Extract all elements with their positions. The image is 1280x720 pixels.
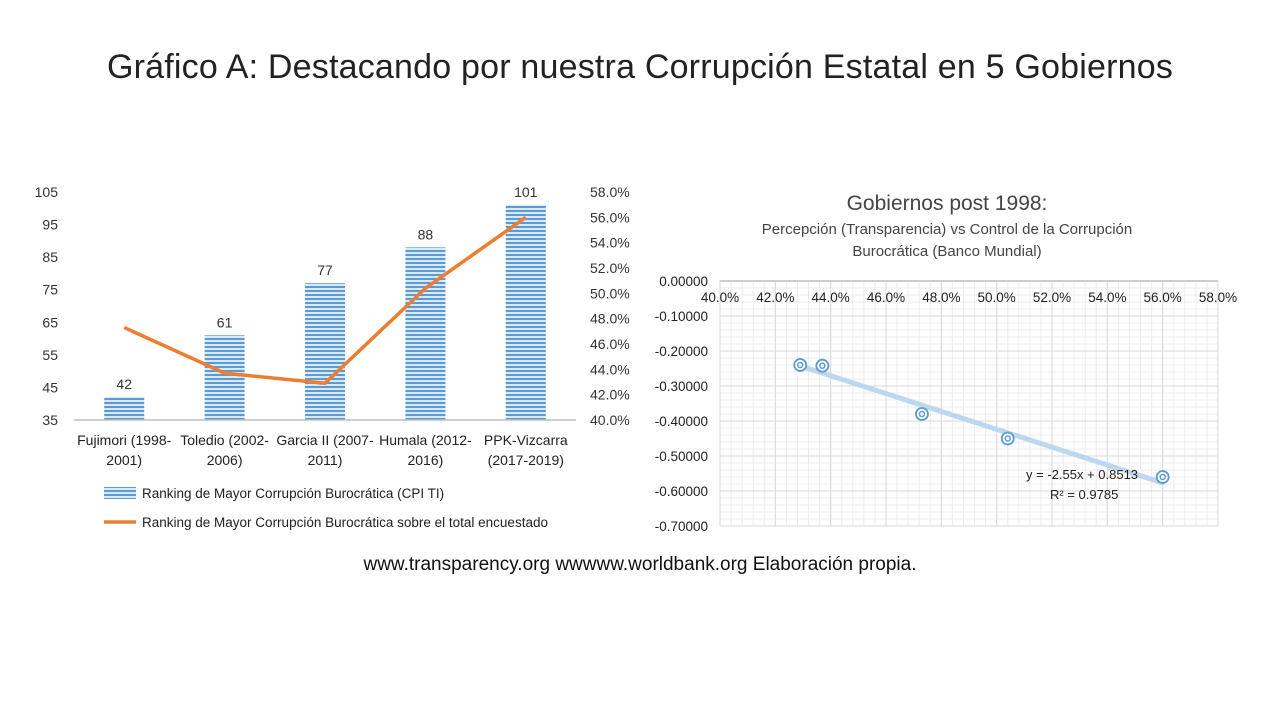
y-tick-label: 0.00000 bbox=[659, 274, 708, 289]
left-tick-label: 105 bbox=[35, 184, 59, 200]
chart-title: Gobiernos post 1998: bbox=[847, 192, 1048, 215]
right-tick-label: 50.0% bbox=[590, 285, 630, 301]
bar bbox=[104, 397, 145, 420]
right-tick-label: 40.0% bbox=[590, 412, 630, 428]
data-label: 101 bbox=[514, 184, 538, 200]
trendline-r2: R² = 0.9785 bbox=[1050, 487, 1118, 502]
bar bbox=[305, 283, 345, 420]
left-tick-label: 45 bbox=[42, 379, 58, 395]
category-label: Garcia II (2007- bbox=[276, 432, 374, 448]
right-tick-label: 48.0% bbox=[590, 311, 630, 327]
category-label: Toledio (2002- bbox=[180, 432, 269, 448]
y-tick-label: -0.40000 bbox=[655, 414, 708, 429]
data-label: 77 bbox=[317, 262, 333, 278]
legend-label: Ranking de Mayor Corrupción Burocrática … bbox=[142, 486, 444, 501]
x-tick-label: 52.0% bbox=[1033, 290, 1071, 305]
chart-subtitle: Percepción (Transparencia) vs Control de… bbox=[762, 221, 1132, 238]
y-tick-label: -0.20000 bbox=[655, 344, 708, 359]
bar bbox=[204, 335, 245, 420]
x-tick-label: 58.0% bbox=[1199, 290, 1237, 305]
category-label: 2016) bbox=[407, 452, 443, 468]
y-tick-label: -0.70000 bbox=[655, 519, 708, 534]
data-label: 61 bbox=[217, 314, 233, 330]
bar bbox=[405, 247, 446, 420]
right-tick-label: 46.0% bbox=[590, 336, 630, 352]
left-tick-label: 55 bbox=[42, 347, 58, 363]
scatter-point bbox=[1155, 470, 1170, 484]
x-tick-label: 44.0% bbox=[812, 290, 850, 305]
category-label: Humala (2012- bbox=[379, 432, 472, 448]
right-tick-label: 52.0% bbox=[590, 260, 630, 276]
legend-label: Ranking de Mayor Corrupción Burocrática … bbox=[142, 515, 548, 530]
combo-chart: 42 61 77 88 101 105 95 85 75 65 55 45 35 58.0% 56.0% 5… bbox=[35, 184, 630, 530]
y-tick-label: -0.50000 bbox=[655, 449, 708, 464]
legend-swatch-bar bbox=[104, 487, 136, 499]
data-label: 42 bbox=[116, 376, 132, 392]
trendline-equation: y = -2.55x + 0.8513 bbox=[1026, 467, 1138, 482]
left-tick-label: 65 bbox=[42, 314, 58, 330]
category-label: 2001) bbox=[106, 452, 142, 468]
right-tick-label: 54.0% bbox=[590, 235, 630, 251]
category-label: PPK-Vizcarra bbox=[484, 432, 568, 448]
scatter-point bbox=[1000, 431, 1015, 446]
scatter-point bbox=[815, 358, 830, 373]
scatter-chart: Gobiernos post 1998: Percepción (Transpar… bbox=[655, 192, 1237, 534]
x-tick-label: 40.0% bbox=[701, 290, 739, 305]
bar bbox=[505, 205, 546, 420]
line-series bbox=[123, 215, 527, 386]
x-tick-label: 50.0% bbox=[978, 290, 1016, 305]
right-tick-label: 58.0% bbox=[590, 184, 630, 200]
slide-title: Gráfico A: Destacando por nuestra Corrup… bbox=[106, 48, 1174, 86]
category-label: 2011) bbox=[308, 452, 343, 468]
category-label: (2017-2019) bbox=[488, 452, 564, 468]
scatter-point bbox=[793, 358, 808, 372]
left-tick-label: 35 bbox=[42, 412, 58, 428]
source-note: www.transparency.org wwwww.worldbank.org… bbox=[363, 554, 917, 575]
scatter-point bbox=[915, 407, 929, 421]
right-tick-label: 56.0% bbox=[590, 209, 630, 225]
category-label: Fujimori (1998- bbox=[77, 432, 171, 448]
x-tick-label: 46.0% bbox=[867, 290, 905, 305]
x-tick-label: 54.0% bbox=[1088, 290, 1126, 305]
left-tick-label: 95 bbox=[42, 217, 58, 233]
right-tick-label: 42.0% bbox=[590, 387, 630, 403]
trendline bbox=[797, 363, 1166, 486]
x-tick-label: 56.0% bbox=[1144, 290, 1182, 305]
y-tick-label: -0.10000 bbox=[655, 309, 708, 324]
y-tick-label: -0.60000 bbox=[655, 484, 708, 499]
x-tick-label: 48.0% bbox=[922, 290, 960, 305]
chart-subtitle: Burocrática (Banco Mundial) bbox=[852, 243, 1041, 260]
left-tick-label: 85 bbox=[42, 249, 58, 265]
data-label: 88 bbox=[418, 226, 434, 242]
right-tick-label: 44.0% bbox=[590, 361, 630, 377]
y-tick-label: -0.30000 bbox=[655, 379, 708, 394]
left-tick-label: 75 bbox=[42, 282, 58, 298]
plot-area bbox=[719, 280, 1219, 527]
x-tick-label: 42.0% bbox=[756, 290, 794, 305]
category-label: 2006) bbox=[207, 452, 243, 468]
